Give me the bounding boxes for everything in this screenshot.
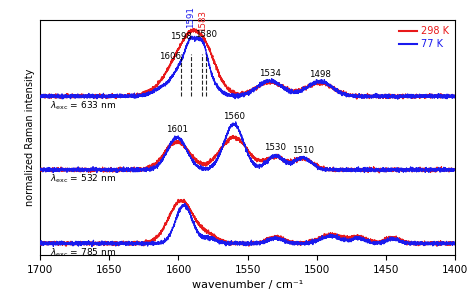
Text: $\lambda_\mathrm{exc}$ = 785 nm: $\lambda_\mathrm{exc}$ = 785 nm [50, 246, 116, 259]
Text: $\lambda_\mathrm{exc}$ = 633 nm: $\lambda_\mathrm{exc}$ = 633 nm [50, 99, 116, 112]
Text: 1580: 1580 [195, 30, 217, 39]
Text: $\lambda_\mathrm{exc}$ = 532 nm: $\lambda_\mathrm{exc}$ = 532 nm [50, 173, 116, 185]
Y-axis label: normalized Raman intensity: normalized Raman intensity [25, 69, 35, 206]
Text: 1601: 1601 [166, 125, 188, 134]
Text: 1560: 1560 [223, 112, 245, 120]
Text: 1583: 1583 [198, 10, 207, 32]
Text: 1606: 1606 [159, 52, 181, 61]
Text: 1591: 1591 [186, 6, 195, 28]
Text: 1510: 1510 [292, 147, 314, 155]
Text: 1534: 1534 [259, 70, 281, 78]
Legend: 298 K, 77 K: 298 K, 77 K [397, 25, 450, 51]
Text: 1530: 1530 [264, 143, 286, 152]
Text: 1498: 1498 [309, 70, 330, 79]
X-axis label: wavenumber / cm⁻¹: wavenumber / cm⁻¹ [192, 280, 303, 290]
Text: 1598: 1598 [170, 32, 192, 41]
